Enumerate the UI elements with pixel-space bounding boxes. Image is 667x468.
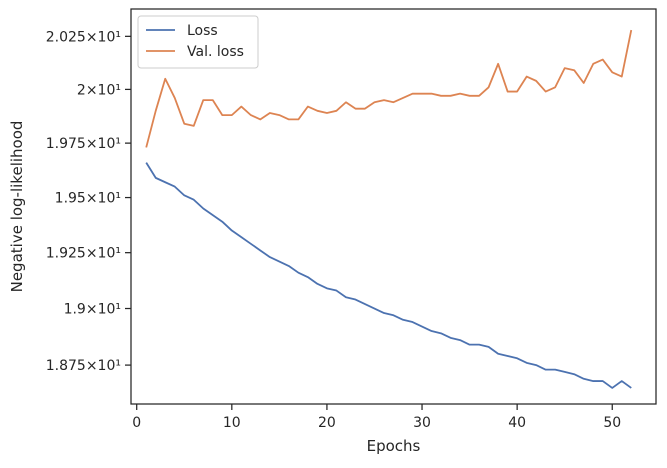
x-tick-label: 0 (132, 415, 141, 431)
plot-frame (130, 8, 657, 405)
legend: Loss Val. loss (137, 15, 259, 69)
y-tick-label: 1.95×10¹ (55, 191, 121, 207)
y-tick-label: 2.025×10¹ (46, 29, 121, 45)
x-axis-ticks: 0 10 20 30 40 50 (132, 404, 621, 431)
legend-label-loss: Loss (187, 23, 218, 39)
x-tick-label: 50 (603, 415, 621, 431)
series-line-loss (145, 162, 632, 389)
x-tick-label: 40 (508, 415, 526, 431)
x-axis-label: Epochs (367, 437, 421, 455)
legend-label-val-loss: Val. loss (187, 44, 244, 60)
series-lines (145, 29, 633, 389)
series-line-val-loss (145, 29, 633, 148)
y-tick-label: 1.975×10¹ (46, 136, 121, 152)
y-axis-label: Negative log-likelihood (8, 121, 26, 293)
y-axis-ticks: 1.875×10¹ 1.9×10¹ 1.925×10¹ 1.95×10¹ 1.975×1… (46, 29, 131, 374)
x-tick-label: 10 (223, 415, 241, 431)
y-tick-label: 2×10¹ (77, 82, 121, 98)
y-tick-label: 1.9×10¹ (64, 302, 121, 318)
y-tick-label: 1.925×10¹ (46, 246, 121, 262)
x-tick-label: 20 (318, 415, 336, 431)
legend-box (137, 15, 259, 69)
y-tick-label: 1.875×10¹ (46, 358, 121, 374)
x-tick-label: 30 (413, 415, 431, 431)
